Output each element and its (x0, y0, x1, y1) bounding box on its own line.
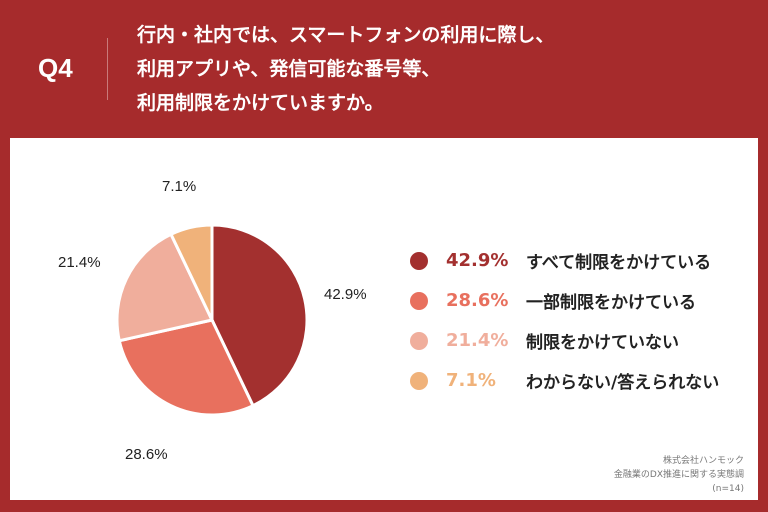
title-line: 行内・社内では、スマートフォンの利用に際し、 (137, 24, 555, 46)
title-line: 利用アプリや、発信可能な番号等、 (137, 58, 441, 80)
pie-slice (169, 223, 214, 321)
chart-panel: 42.9% 28.6% 21.4% 7.1% 42.9% すべて制限をかけている 2… (10, 138, 758, 500)
title-line: 利用制限をかけていますか。 (137, 92, 384, 114)
question-number: Q4 (38, 53, 73, 83)
legend-label: 制限をかけていない (526, 333, 679, 353)
legend-swatch (410, 371, 428, 390)
source-line: 株式会社ハンモック (662, 456, 744, 466)
legend-item: 28.6% 一部制限をかけている (410, 288, 696, 313)
source-line: 金融業のDX推進に関する実態調 (613, 470, 744, 480)
legend-swatch (410, 251, 428, 270)
legend-item: 42.9% すべて制限をかけている (410, 248, 711, 273)
pie-slice (115, 232, 215, 343)
legend-percent: 42.9% (446, 250, 509, 271)
legend-percent: 21.4% (446, 330, 509, 351)
question-title: 行内・社内では、スマートフォンの利用に際し、 利用アプリや、発信可能な番号等、 … (137, 18, 554, 120)
data-label: 42.9% (324, 286, 367, 303)
data-label: 21.4% (58, 254, 101, 271)
legend-percent: 7.1% (446, 370, 496, 391)
data-label: 7.1% (162, 178, 197, 195)
pie-slice (117, 318, 255, 417)
legend-swatch (410, 331, 428, 350)
divider (107, 38, 108, 100)
source-note: 株式会社ハンモック 金融業のDX推進に関する実態調 (n=14) (614, 454, 744, 496)
legend-label: 一部制限をかけている (526, 293, 696, 313)
data-label: 28.6% (125, 446, 168, 463)
legend-label: すべて制限をかけている (526, 253, 712, 273)
legend-item: 7.1% わからない/答えられない (410, 368, 719, 393)
pie-chart (115, 223, 309, 417)
source-line: (n=14) (712, 484, 744, 494)
legend-label: わからない/答えられない (526, 373, 720, 393)
legend-swatch (410, 291, 428, 310)
legend-item: 21.4% 制限をかけていない (410, 328, 679, 353)
legend-percent: 28.6% (446, 290, 509, 311)
pie-slice (210, 223, 309, 408)
